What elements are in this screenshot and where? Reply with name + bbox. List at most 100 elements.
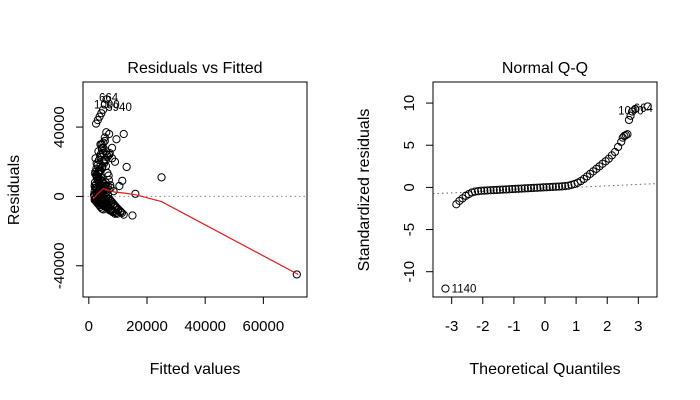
residuals-ylabel: Residuals (6, 155, 23, 225)
qq-data-point (511, 184, 520, 194)
qq-data-point (514, 184, 523, 193)
rvf-data-point (100, 133, 109, 142)
rvf-point-annotation: 1090 (94, 100, 120, 112)
qq-reference-line (432, 183, 658, 195)
qq-data-point (441, 284, 450, 293)
qq-data-point (626, 111, 635, 120)
rvf-y-tick-label: 0 (51, 192, 68, 200)
residuals-vs-fitted-title: Residuals vs Fitted (127, 60, 262, 77)
rvf-y-tick-label: 40000 (51, 106, 68, 148)
rvf-data-point (117, 208, 127, 218)
qq-data-point (624, 115, 634, 125)
qq-data-point (623, 130, 632, 139)
qq-data-point (477, 186, 486, 195)
qq-data-point (486, 186, 495, 195)
normal-qq-title: Normal Q-Q (502, 60, 588, 77)
qq-data-point (548, 182, 557, 191)
rvf-x-tick-label: 0 (85, 318, 93, 335)
rvf-data-point (110, 157, 120, 166)
qq-data-point (526, 183, 536, 193)
qq-data-point (495, 185, 504, 194)
qq-data-point (536, 183, 545, 192)
qq-data-point (508, 184, 517, 194)
qq-data-point (643, 102, 652, 111)
rvf-smooth-line (92, 187, 299, 276)
rvf-x-tick-label: 20000 (126, 318, 168, 335)
qq-data-point (489, 185, 498, 195)
qq-data-point (542, 183, 551, 192)
qq-plot-frame (432, 81, 658, 298)
rvf-data-point (105, 206, 114, 215)
qq-data-point (517, 184, 526, 193)
qq-data-point (561, 182, 570, 191)
rvf-data-point (113, 209, 122, 218)
qq-x-tick-label: -3 (445, 318, 458, 335)
rvf-data-point (112, 135, 121, 144)
standardized-residuals-ylabel: Standardized residuals (356, 109, 373, 272)
rvf-data-point (157, 173, 166, 182)
qq-point-annotation: 1140 (452, 284, 477, 296)
qq-data-point (467, 188, 476, 197)
residuals-vs-fitted-panel: Residuals vs Fitted Fitted values Residu… (6, 60, 308, 378)
qq-data-point (474, 187, 483, 196)
qq-data-point (530, 183, 539, 192)
qq-point-annotation: 664 (634, 103, 654, 115)
qq-data-point (554, 182, 564, 191)
rvf-data-point (128, 211, 137, 220)
qq-data-point (523, 184, 532, 193)
normal-qq-panel: Normal Q-Q Theoretical Quantiles Standar… (356, 60, 658, 378)
rvf-point-annotation: 5940 (106, 102, 132, 114)
qq-x-tick-label: 0 (541, 318, 549, 335)
qq-x-tick-label: 3 (634, 318, 642, 335)
qq-data-point (520, 184, 529, 193)
qq-point-annotation: 1090 (618, 106, 644, 118)
rvf-point-annotation: 664 (99, 93, 119, 105)
qq-data-point (498, 185, 508, 194)
qq-data-point (505, 185, 514, 194)
qq-data-point (621, 131, 630, 140)
qq-data-point (492, 185, 501, 195)
rvf-data-point (102, 95, 111, 104)
qq-y-tick-label: -10 (401, 261, 418, 283)
rvf-data-point (98, 105, 108, 114)
rvf-data-point (119, 129, 128, 139)
theoretical-quantiles-xlabel: Theoretical Quantiles (469, 361, 620, 378)
qq-y-tick-label: 5 (401, 141, 418, 149)
qq-y-tick-label: -5 (401, 223, 418, 236)
qq-data-point (539, 183, 548, 192)
qq-data-point (483, 186, 492, 195)
rvf-data-point (90, 192, 99, 201)
qq-data-point (470, 187, 480, 196)
rvf-data-point (292, 270, 301, 279)
qq-data-point (545, 182, 554, 192)
qq-data-point (533, 183, 542, 192)
qq-x-tick-label: -2 (476, 318, 489, 335)
rvf-data-point (103, 168, 112, 178)
qq-data-point (558, 182, 567, 191)
rvf-data-point (115, 181, 124, 191)
qq-x-tick-label: 2 (603, 318, 611, 335)
rvf-x-tick-label: 60000 (243, 318, 285, 335)
rvf-x-tick-label: 40000 (184, 318, 226, 335)
qq-y-tick-label: 10 (401, 95, 418, 112)
rvf-data-point (102, 128, 111, 137)
qq-data-point (502, 185, 511, 194)
qq-data-point (551, 182, 560, 191)
rvf-data-point (122, 162, 131, 172)
qq-x-tick-label: 1 (572, 318, 580, 335)
fitted-values-xlabel: Fitted values (150, 361, 241, 378)
rvf-data-point (119, 210, 128, 219)
qq-data-point (480, 186, 489, 195)
rvf-data-point (91, 169, 100, 178)
residuals-plot-frame (82, 81, 308, 298)
rvf-y-tick-label: -40000 (51, 242, 68, 289)
rvf-data-point (107, 143, 117, 152)
qq-x-tick-label: -1 (507, 318, 520, 335)
qq-data-point (564, 181, 573, 190)
rvf-data-point (100, 100, 109, 109)
qq-data-point (631, 104, 640, 114)
